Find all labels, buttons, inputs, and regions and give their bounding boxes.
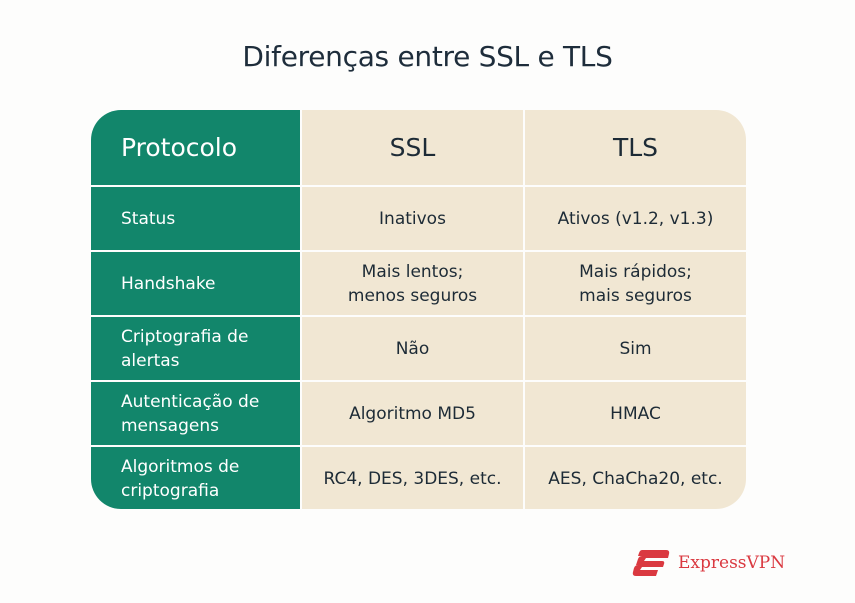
tls-value: HMAC <box>525 382 746 445</box>
tls-value: AES, ChaCha20, etc. <box>525 447 746 509</box>
expressvpn-logo-icon <box>632 550 670 576</box>
row-label: Autenticação de mensagens <box>91 382 300 445</box>
row-label: Handshake <box>91 252 300 315</box>
ssl-value: Algoritmo MD5 <box>302 382 523 445</box>
row-label: Algoritmos de criptografia <box>91 447 300 509</box>
header-protocol: Protocolo <box>91 110 300 185</box>
row-label: Criptografia de alertas <box>91 317 300 380</box>
brand-name: ExpressVPN <box>678 553 786 573</box>
ssl-value: Inativos <box>302 187 523 250</box>
header-ssl: SSL <box>302 110 523 185</box>
expressvpn-logo: ExpressVPN <box>632 549 785 577</box>
row-label: Status <box>91 187 300 250</box>
page-title: Diferenças entre SSL e TLS <box>242 40 613 73</box>
header-tls: TLS <box>525 110 746 185</box>
comparison-table: Protocolo SSL TLS Status Inativos Ativos (… <box>91 110 746 509</box>
tls-value: Ativos (v1.2, v1.3) <box>525 187 746 250</box>
ssl-value: Mais lentos; menos seguros <box>302 252 523 315</box>
ssl-value: Não <box>302 317 523 380</box>
tls-value: Mais rápidos; mais seguros <box>525 252 746 315</box>
tls-value: Sim <box>525 317 746 380</box>
ssl-value: RC4, DES, 3DES, etc. <box>302 447 523 509</box>
